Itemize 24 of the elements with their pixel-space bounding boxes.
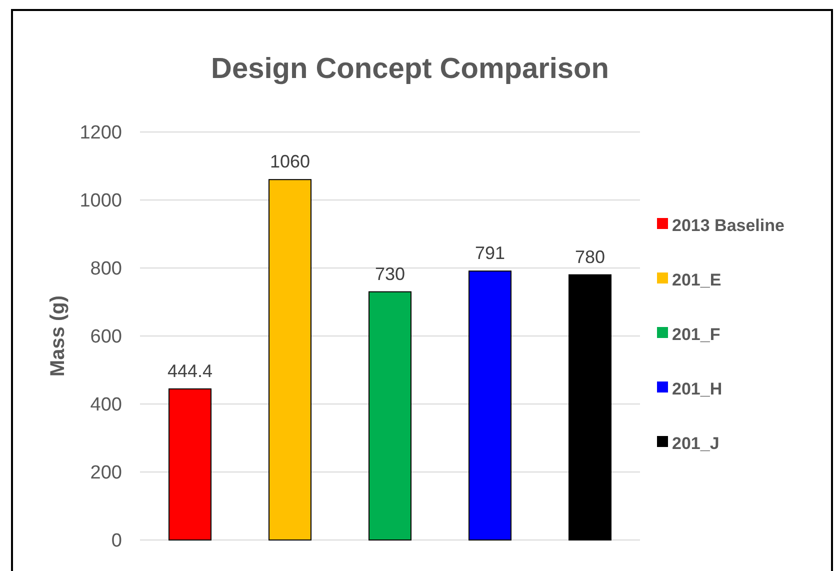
y-tick-label: 1000 (80, 190, 122, 212)
data-label: 444.4 (167, 360, 213, 381)
y-tick-label: 0 (111, 530, 122, 552)
y-tick-label: 200 (90, 462, 122, 484)
data-label: 1060 (270, 152, 310, 172)
bar (568, 274, 612, 540)
bar (168, 388, 212, 540)
legend-label: 201_H (672, 379, 722, 398)
y-tick-label: 600 (90, 326, 122, 348)
legend-label: 2013 Baseline (672, 216, 784, 235)
data-label: 791 (474, 243, 506, 264)
y-tick-label: 1200 (80, 122, 122, 144)
legend-label: 201_E (672, 270, 722, 290)
bar (368, 291, 412, 540)
y-tick-label: 800 (90, 258, 122, 280)
data-label: 730 (374, 264, 406, 284)
data-label: 780 (574, 246, 606, 267)
chart-title: Design Concept Comparison (211, 53, 609, 85)
legend-label: 201_F (672, 324, 720, 344)
bar (268, 179, 312, 540)
y-tick-label: 400 (90, 394, 122, 416)
bar (468, 270, 512, 540)
y-axis-title: Mass (g) (47, 295, 69, 377)
legend-label: 201_J (672, 434, 720, 453)
